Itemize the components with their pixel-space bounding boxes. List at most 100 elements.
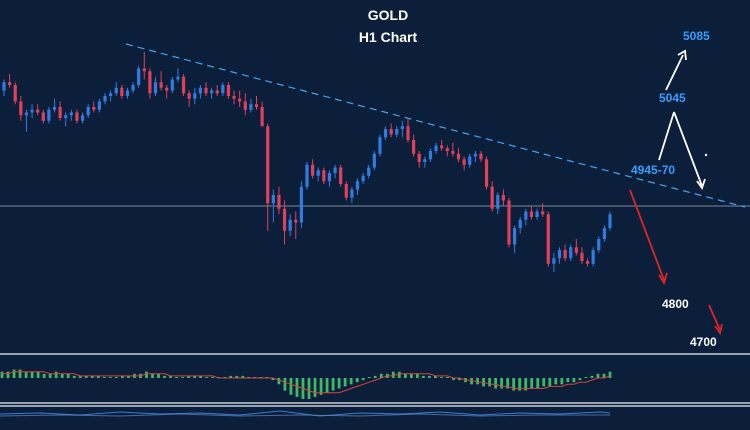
candle-body — [479, 153, 483, 160]
arrow-down-to-4800-head — [658, 272, 668, 286]
macd-histogram-bar — [337, 378, 341, 389]
candle-body — [580, 252, 584, 261]
arrow-drop-from-5045-head — [696, 178, 706, 190]
arrow-drop-from-5045 — [673, 111, 703, 187]
arrow-down-to-4700-head — [714, 323, 723, 336]
candle-body — [585, 261, 590, 264]
label-5085: 5085 — [683, 29, 710, 43]
macd-histogram-bar — [602, 373, 606, 378]
candle-body — [501, 195, 505, 201]
macd-histogram-bar — [415, 373, 419, 378]
candle-body — [490, 186, 494, 209]
candle-body — [64, 115, 68, 118]
macd-histogram-bar — [434, 375, 437, 378]
candle-body — [148, 71, 152, 94]
candle-body — [114, 87, 118, 94]
candle-body — [210, 90, 214, 94]
arrow-up-to-5085-head — [677, 49, 687, 61]
candle-body — [58, 107, 62, 118]
candle-body — [125, 90, 130, 96]
candle-body — [440, 145, 444, 149]
candle-body — [36, 109, 40, 113]
candle-body — [153, 82, 158, 94]
candle-body — [524, 211, 528, 220]
macd-histogram-bar — [421, 375, 425, 378]
candle-body — [546, 214, 550, 264]
macd-histogram-bar — [536, 378, 540, 389]
macd-histogram-bar — [24, 371, 28, 378]
oscillator-signal-line — [0, 413, 610, 417]
candle-body — [361, 175, 365, 182]
macd-histogram-bar — [120, 375, 124, 378]
candle-body — [187, 93, 191, 99]
macd-histogram-bar — [325, 378, 329, 393]
macd-histogram-bar — [452, 378, 455, 381]
candle-body — [47, 109, 51, 121]
arrow-rise-to-5045 — [658, 111, 675, 161]
macd-histogram-bar — [60, 373, 64, 378]
macd-histogram-bar — [96, 375, 100, 378]
candle-body — [389, 129, 393, 135]
macd-histogram-bar — [584, 377, 588, 378]
macd-histogram-bar — [379, 373, 383, 378]
label-4945-70: 4945-70 — [631, 163, 675, 177]
candle-body — [507, 200, 511, 245]
candle-body — [378, 137, 382, 154]
candle-body — [249, 104, 253, 110]
macd-histogram-bar — [42, 373, 46, 378]
macd-histogram-bar — [494, 378, 498, 389]
candle-body — [569, 247, 573, 259]
candle-body — [445, 148, 449, 151]
candle-body — [232, 96, 236, 99]
macd-histogram-bar — [470, 378, 473, 385]
macd-histogram-bar — [307, 378, 311, 399]
macd-histogram-bar — [229, 375, 233, 378]
candle-body — [322, 170, 326, 182]
macd-histogram-bar — [108, 377, 112, 378]
oscillator-line — [0, 410, 611, 417]
candle-body — [282, 208, 287, 231]
macd-histogram-bar — [524, 378, 528, 391]
candle-body — [552, 258, 556, 264]
candle-body — [193, 93, 197, 99]
macd-histogram-bar — [512, 378, 516, 391]
macd-histogram-bar — [530, 378, 534, 389]
macd-histogram-bar — [289, 378, 293, 395]
candle-body — [288, 219, 292, 231]
macd-histogram-bar — [506, 378, 510, 389]
candle-body — [238, 98, 242, 102]
macd-histogram-bar — [319, 378, 323, 395]
candle-body — [344, 184, 348, 198]
candle-body — [350, 189, 354, 198]
candle-body — [602, 228, 606, 239]
candle-body — [176, 76, 180, 80]
macd-histogram-bar — [181, 377, 184, 378]
candle-body — [277, 195, 281, 209]
candle-body — [271, 195, 275, 204]
candle-body — [451, 151, 455, 154]
candle-body — [41, 112, 45, 121]
macd-histogram-bar — [78, 375, 82, 378]
macd-histogram-bar — [0, 371, 4, 378]
candle-body — [159, 82, 163, 88]
candle-body — [294, 219, 298, 223]
macd-histogram-bar — [199, 375, 203, 378]
candle-body — [496, 195, 500, 209]
candle-body — [198, 87, 202, 94]
candle-body — [311, 164, 315, 176]
macd-histogram-bar — [500, 378, 504, 389]
candle-body — [462, 159, 466, 165]
candle-body — [52, 107, 57, 110]
candle-body — [103, 96, 107, 102]
macd-histogram-bar — [560, 378, 564, 385]
candle-body — [92, 107, 96, 110]
label-5045: 5045 — [659, 91, 686, 105]
candle-body — [19, 101, 23, 116]
macd-histogram-bar — [277, 378, 281, 385]
candle-body — [541, 211, 545, 215]
candle-body — [13, 85, 17, 102]
arrow-up-to-5085 — [665, 54, 684, 91]
macd-histogram-bar — [175, 377, 178, 378]
